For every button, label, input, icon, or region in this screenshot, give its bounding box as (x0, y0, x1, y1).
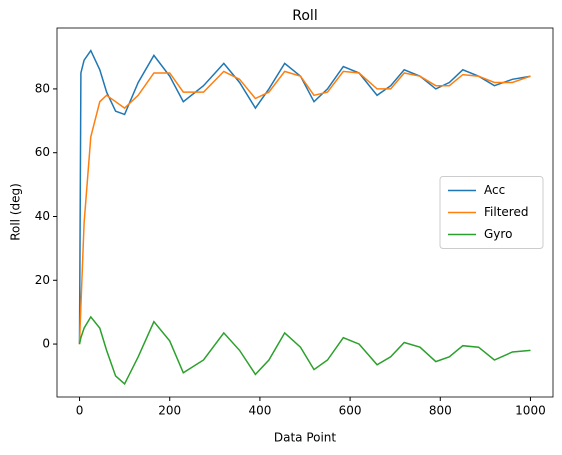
x-tick-label: 200 (158, 404, 181, 418)
x-tick-label: 400 (248, 404, 271, 418)
x-tick-label: 600 (339, 404, 362, 418)
legend-box (439, 176, 544, 249)
chart-title: Roll (292, 8, 317, 24)
x-tick-label: 800 (429, 404, 452, 418)
x-tick-label: 1000 (515, 404, 546, 418)
y-tick-label: 60 (35, 145, 50, 159)
x-axis-label: Data Point (274, 431, 337, 445)
y-tick-label: 20 (35, 273, 50, 287)
y-tick-label: 80 (35, 81, 50, 95)
legend: Acc Filtered Gyro (439, 176, 544, 249)
plot-frame (56, 27, 554, 398)
y-tick-label: 40 (35, 209, 50, 223)
legend-label: Gyro (484, 227, 512, 241)
line-series (78, 315, 531, 386)
line-series (78, 70, 531, 345)
x-tick-label: 0 (76, 404, 84, 418)
y-axis-label: Roll (deg) (9, 183, 23, 241)
legend-label: Acc (484, 183, 505, 197)
y-tick-label: 0 (42, 337, 50, 351)
legend-label: Filtered (484, 205, 528, 219)
